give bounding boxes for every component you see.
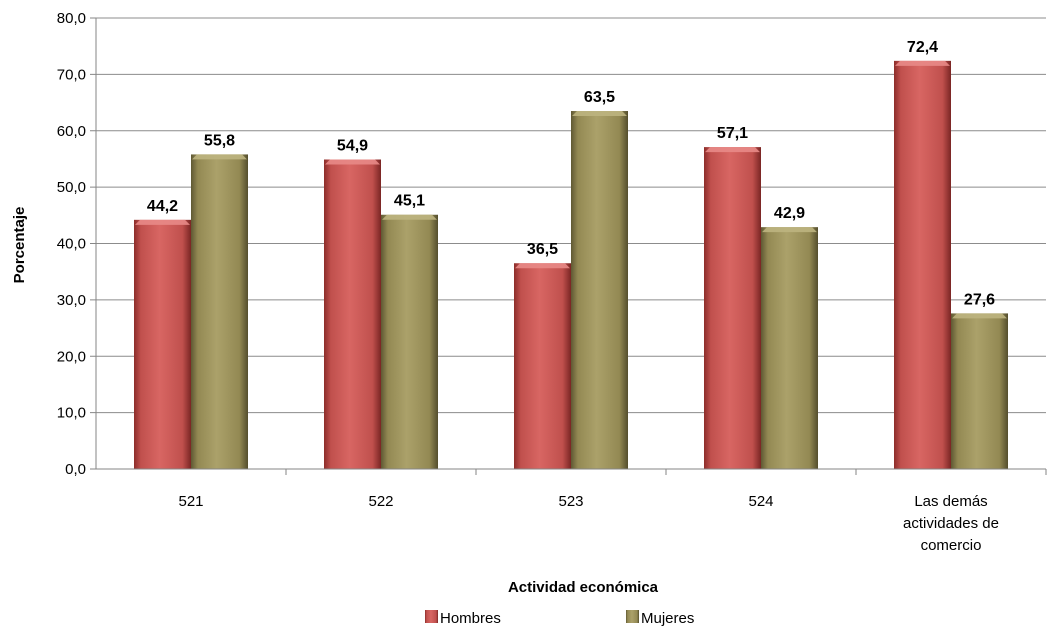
y-tick-label: 70,0 [57,66,86,83]
bar-top-bevel [192,154,247,160]
bar-mujeres-1 [381,214,438,469]
data-label-hombres-1: 54,9 [337,138,368,155]
data-label-hombres-4: 72,4 [907,39,938,56]
x-tick-label: 523 [558,493,583,510]
bar-top-bevel [762,227,817,233]
bar-hombres-4 [894,60,951,469]
y-tick-label: 40,0 [57,236,86,253]
x-axis-labels: 521 522 523 524 Las demás actividades de comer… [178,493,998,554]
bar-top-bevel [135,219,190,225]
bar-top-bevel [705,147,760,153]
bar-mujeres-0 [191,154,248,470]
data-label-hombres-0: 44,2 [147,198,178,215]
data-label-mujeres-1: 45,1 [394,193,425,210]
data-label-mujeres-4: 27,6 [964,291,995,308]
x-tick-label: 524 [748,493,773,510]
y-tick-label: 0,0 [65,461,86,478]
bar-hombres-0 [134,219,191,469]
x-tick-label: 521 [178,493,203,510]
bar-top-bevel [952,313,1007,319]
y-tick-label: 10,0 [57,405,86,422]
data-label-mujeres-0: 55,8 [204,132,235,149]
x-tick-label: Las demás actividades de comercio [903,493,999,554]
legend-swatch-mujeres [626,610,639,623]
axes [95,18,1047,475]
x-tick-label: 522 [368,493,393,510]
data-label-hombres-2: 36,5 [527,241,558,258]
bar-mujeres-2 [571,111,628,470]
bar-top-bevel [572,111,627,117]
legend-swatch-hombres [425,610,438,623]
data-label-mujeres-2: 63,5 [584,89,615,106]
legend-label-mujeres: Mujeres [641,610,694,627]
bar-top-bevel [382,214,437,220]
y-axis-title: Porcentaje [11,207,28,284]
bar-hombres-3 [704,147,761,469]
y-tick-label: 30,0 [57,292,86,309]
data-label-hombres-3: 57,1 [717,125,748,142]
y-axis-ticks: 0,0 10,0 20,0 30,0 40,0 50,0 60,0 70,0 80,0 [57,10,96,478]
y-tick-label: 60,0 [57,123,86,140]
bar-hombres-1 [324,159,381,469]
legend-label-hombres: Hombres [440,610,501,627]
bar-top-bevel [515,263,570,269]
y-tick-label: 80,0 [57,10,86,27]
bars: 44,2 55,8 54,9 45,1 36,5 63,5 57,1 42,9 72,4 27,6 [134,39,1008,470]
bar-hombres-2 [514,263,571,469]
bar-top-bevel [895,60,950,66]
data-label-mujeres-3: 42,9 [774,205,805,222]
y-tick-label: 20,0 [57,348,86,365]
bar-mujeres-4 [951,313,1008,469]
y-tick-label: 50,0 [57,179,86,196]
bar-top-bevel [325,159,380,165]
bar-mujeres-3 [761,227,818,469]
legend: Hombres Mujeres [425,610,694,627]
x-axis-title: Actividad económica [508,579,659,596]
